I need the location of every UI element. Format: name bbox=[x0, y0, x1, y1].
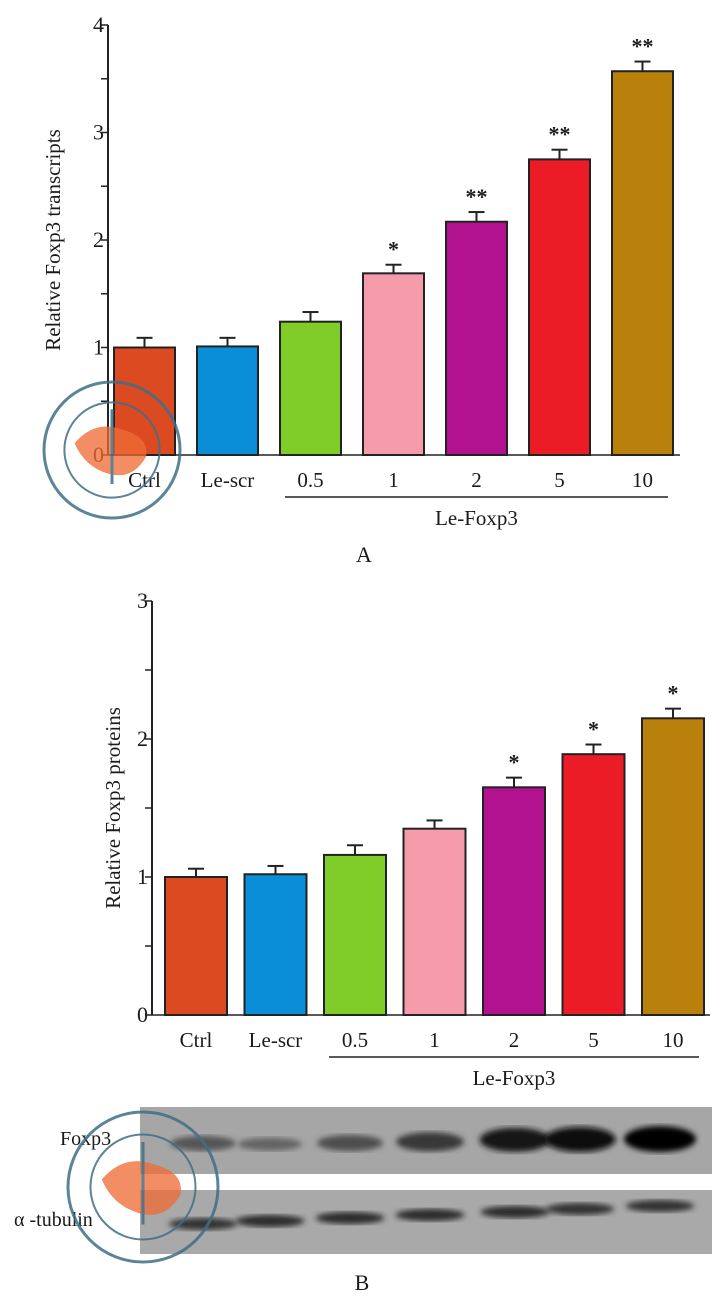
significance-marker: ** bbox=[549, 122, 571, 147]
bar-10 bbox=[611, 70, 674, 456]
y-axis-label: Relative Foxp3 transcripts bbox=[41, 129, 65, 351]
blot-band bbox=[237, 1137, 303, 1151]
significance-marker: * bbox=[509, 750, 520, 775]
significance-marker: * bbox=[588, 717, 599, 742]
seal-map-icon bbox=[101, 1161, 181, 1215]
blot-band bbox=[479, 1127, 551, 1152]
blot-band bbox=[545, 1203, 615, 1215]
group-label: Le-Foxp3 bbox=[435, 506, 518, 530]
bar-1 bbox=[402, 827, 467, 1017]
blot-band bbox=[480, 1206, 550, 1218]
watermark-seal bbox=[66, 1110, 220, 1264]
blot-band bbox=[396, 1132, 464, 1152]
blot-band bbox=[317, 1135, 383, 1151]
significance-marker: ** bbox=[632, 34, 654, 59]
x-tick-label: Le-scr bbox=[249, 1028, 303, 1052]
x-tick-label: 10 bbox=[663, 1028, 684, 1052]
blot-band bbox=[235, 1215, 305, 1227]
bar-2 bbox=[445, 220, 508, 456]
blot-band bbox=[315, 1212, 385, 1224]
x-tick-label: Ctrl bbox=[128, 468, 161, 492]
bar-2 bbox=[482, 786, 546, 1016]
blot-band bbox=[544, 1126, 616, 1152]
y-tick-label: 3 bbox=[93, 120, 104, 145]
bar-0-5 bbox=[279, 320, 342, 457]
seal-inner-ring bbox=[63, 401, 161, 499]
y-tick-label: 1 bbox=[93, 335, 104, 360]
x-tick-label: 0.5 bbox=[342, 1028, 368, 1052]
significance-marker: * bbox=[668, 681, 679, 706]
blot-band bbox=[624, 1126, 696, 1152]
blot-strip-tubulin bbox=[140, 1190, 712, 1254]
seal-inner-ring bbox=[89, 1133, 197, 1241]
y-tick-label: 0 bbox=[137, 1002, 148, 1027]
bar-5 bbox=[561, 753, 626, 1016]
significance-marker: ** bbox=[466, 184, 488, 209]
seal-outer-ring bbox=[66, 1110, 220, 1264]
blot-band bbox=[625, 1200, 695, 1212]
x-tick-label: 5 bbox=[554, 468, 565, 492]
significance-marker: * bbox=[388, 237, 399, 262]
bar-10 bbox=[641, 717, 705, 1016]
x-tick-label: 1 bbox=[429, 1028, 440, 1052]
bar-ctrl bbox=[164, 876, 228, 1016]
y-tick-label: 2 bbox=[137, 726, 148, 751]
blot-band bbox=[168, 1218, 238, 1230]
x-tick-label: 0.5 bbox=[297, 468, 323, 492]
y-tick-label: 2 bbox=[93, 227, 104, 252]
y-tick-label: 3 bbox=[137, 588, 148, 613]
seal-map-icon bbox=[74, 426, 147, 476]
bar-le-scr bbox=[196, 345, 259, 456]
x-tick-label: 2 bbox=[471, 468, 482, 492]
watermark-seal bbox=[42, 380, 182, 520]
panel-label-b: B bbox=[355, 1270, 370, 1295]
x-tick-label: 5 bbox=[588, 1028, 599, 1052]
blot-band bbox=[395, 1209, 465, 1221]
bar-5 bbox=[528, 158, 591, 456]
western-blot: Foxp3 α -tubulin bbox=[14, 1107, 712, 1254]
x-tick-label: Le-scr bbox=[201, 468, 255, 492]
bar-0-5 bbox=[323, 853, 387, 1016]
group-label: Le-Foxp3 bbox=[473, 1066, 556, 1090]
bar-1 bbox=[362, 272, 425, 457]
y-tick-label: 1 bbox=[137, 864, 148, 889]
seal-outer-ring bbox=[42, 380, 182, 520]
x-tick-label: 10 bbox=[632, 468, 653, 492]
chart-b: 0 1 2 3 Relative Foxp3 proteins Ctrl Le-scr 0.5… bbox=[101, 588, 710, 1090]
x-tick-label: Ctrl bbox=[180, 1028, 213, 1052]
panel-label-a: A bbox=[356, 542, 372, 567]
x-tick-label: 1 bbox=[388, 468, 399, 492]
bar-le-scr bbox=[243, 873, 308, 1016]
y-axis-label: Relative Foxp3 proteins bbox=[101, 707, 125, 909]
x-tick-label: 2 bbox=[509, 1028, 520, 1052]
y-tick-label: 4 bbox=[93, 12, 104, 37]
